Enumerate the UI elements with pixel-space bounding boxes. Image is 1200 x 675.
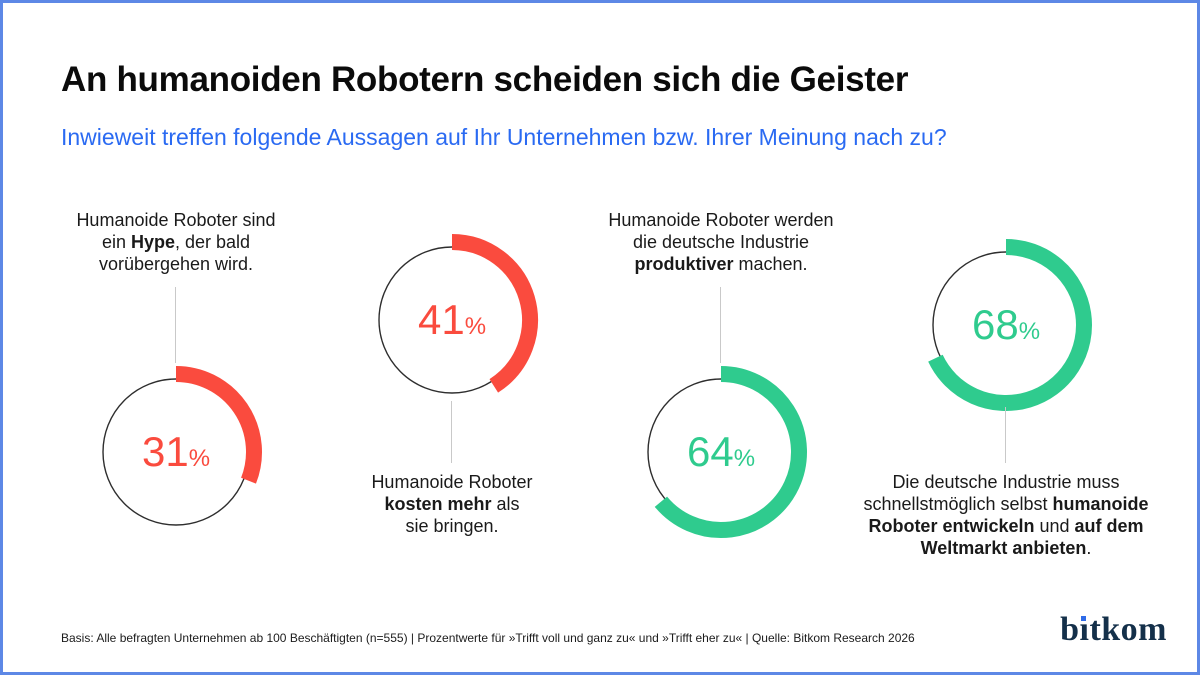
percent-value-kosten: 41% xyxy=(417,296,487,343)
donut-chart-weltmarkt: 68% xyxy=(918,237,1094,413)
connector-line-hype xyxy=(175,287,176,363)
statement-label-weltmarkt: Die deutsche Industrie muss schnellstmög… xyxy=(863,472,1149,558)
donut-ring-weltmarkt xyxy=(928,239,1092,411)
logo-text-post: tkom xyxy=(1089,611,1167,648)
ring-arc xyxy=(451,234,538,393)
donut-ring-hype xyxy=(102,366,262,526)
ring-arc xyxy=(928,239,1092,411)
logo-letter-i: ı xyxy=(1079,611,1090,648)
logo-text-pre: b xyxy=(1060,611,1080,648)
statement-label-produktiver: Humanoide Roboter werden die deutsche In… xyxy=(608,210,834,274)
ring-arc xyxy=(175,366,262,484)
connector-line-weltmarkt xyxy=(1005,407,1006,463)
statement-label-hype: Humanoide Roboter sind ein Hype, der bal… xyxy=(76,210,276,274)
ring-arc xyxy=(654,366,807,538)
donut-chart-kosten: 41% xyxy=(364,232,540,408)
connector-line-kosten xyxy=(451,401,452,463)
percent-value-hype: 31% xyxy=(141,428,211,475)
connector-line-produktiver xyxy=(720,287,721,363)
donut-chart-hype: 31% xyxy=(88,364,264,540)
page-subtitle: Inwieweit treffen folgende Aussagen auf … xyxy=(61,124,947,150)
statement-label-kosten: Humanoide Roboter kosten mehr als sie br… xyxy=(371,472,533,536)
logo-i-dot xyxy=(1081,616,1087,621)
page-title: An humanoiden Robotern scheiden sich die… xyxy=(61,60,909,99)
donut-ring-produktiver xyxy=(647,366,807,538)
percent-value-weltmarkt: 68% xyxy=(971,301,1041,348)
donut-ring-kosten xyxy=(378,234,538,394)
percent-value-produktiver: 64% xyxy=(686,428,756,475)
bitkom-logo: bı tkom xyxy=(1060,611,1167,649)
donut-chart-produktiver: 64% xyxy=(633,364,809,540)
footer-note: Basis: Alle befragten Unternehmen ab 100… xyxy=(61,631,915,645)
